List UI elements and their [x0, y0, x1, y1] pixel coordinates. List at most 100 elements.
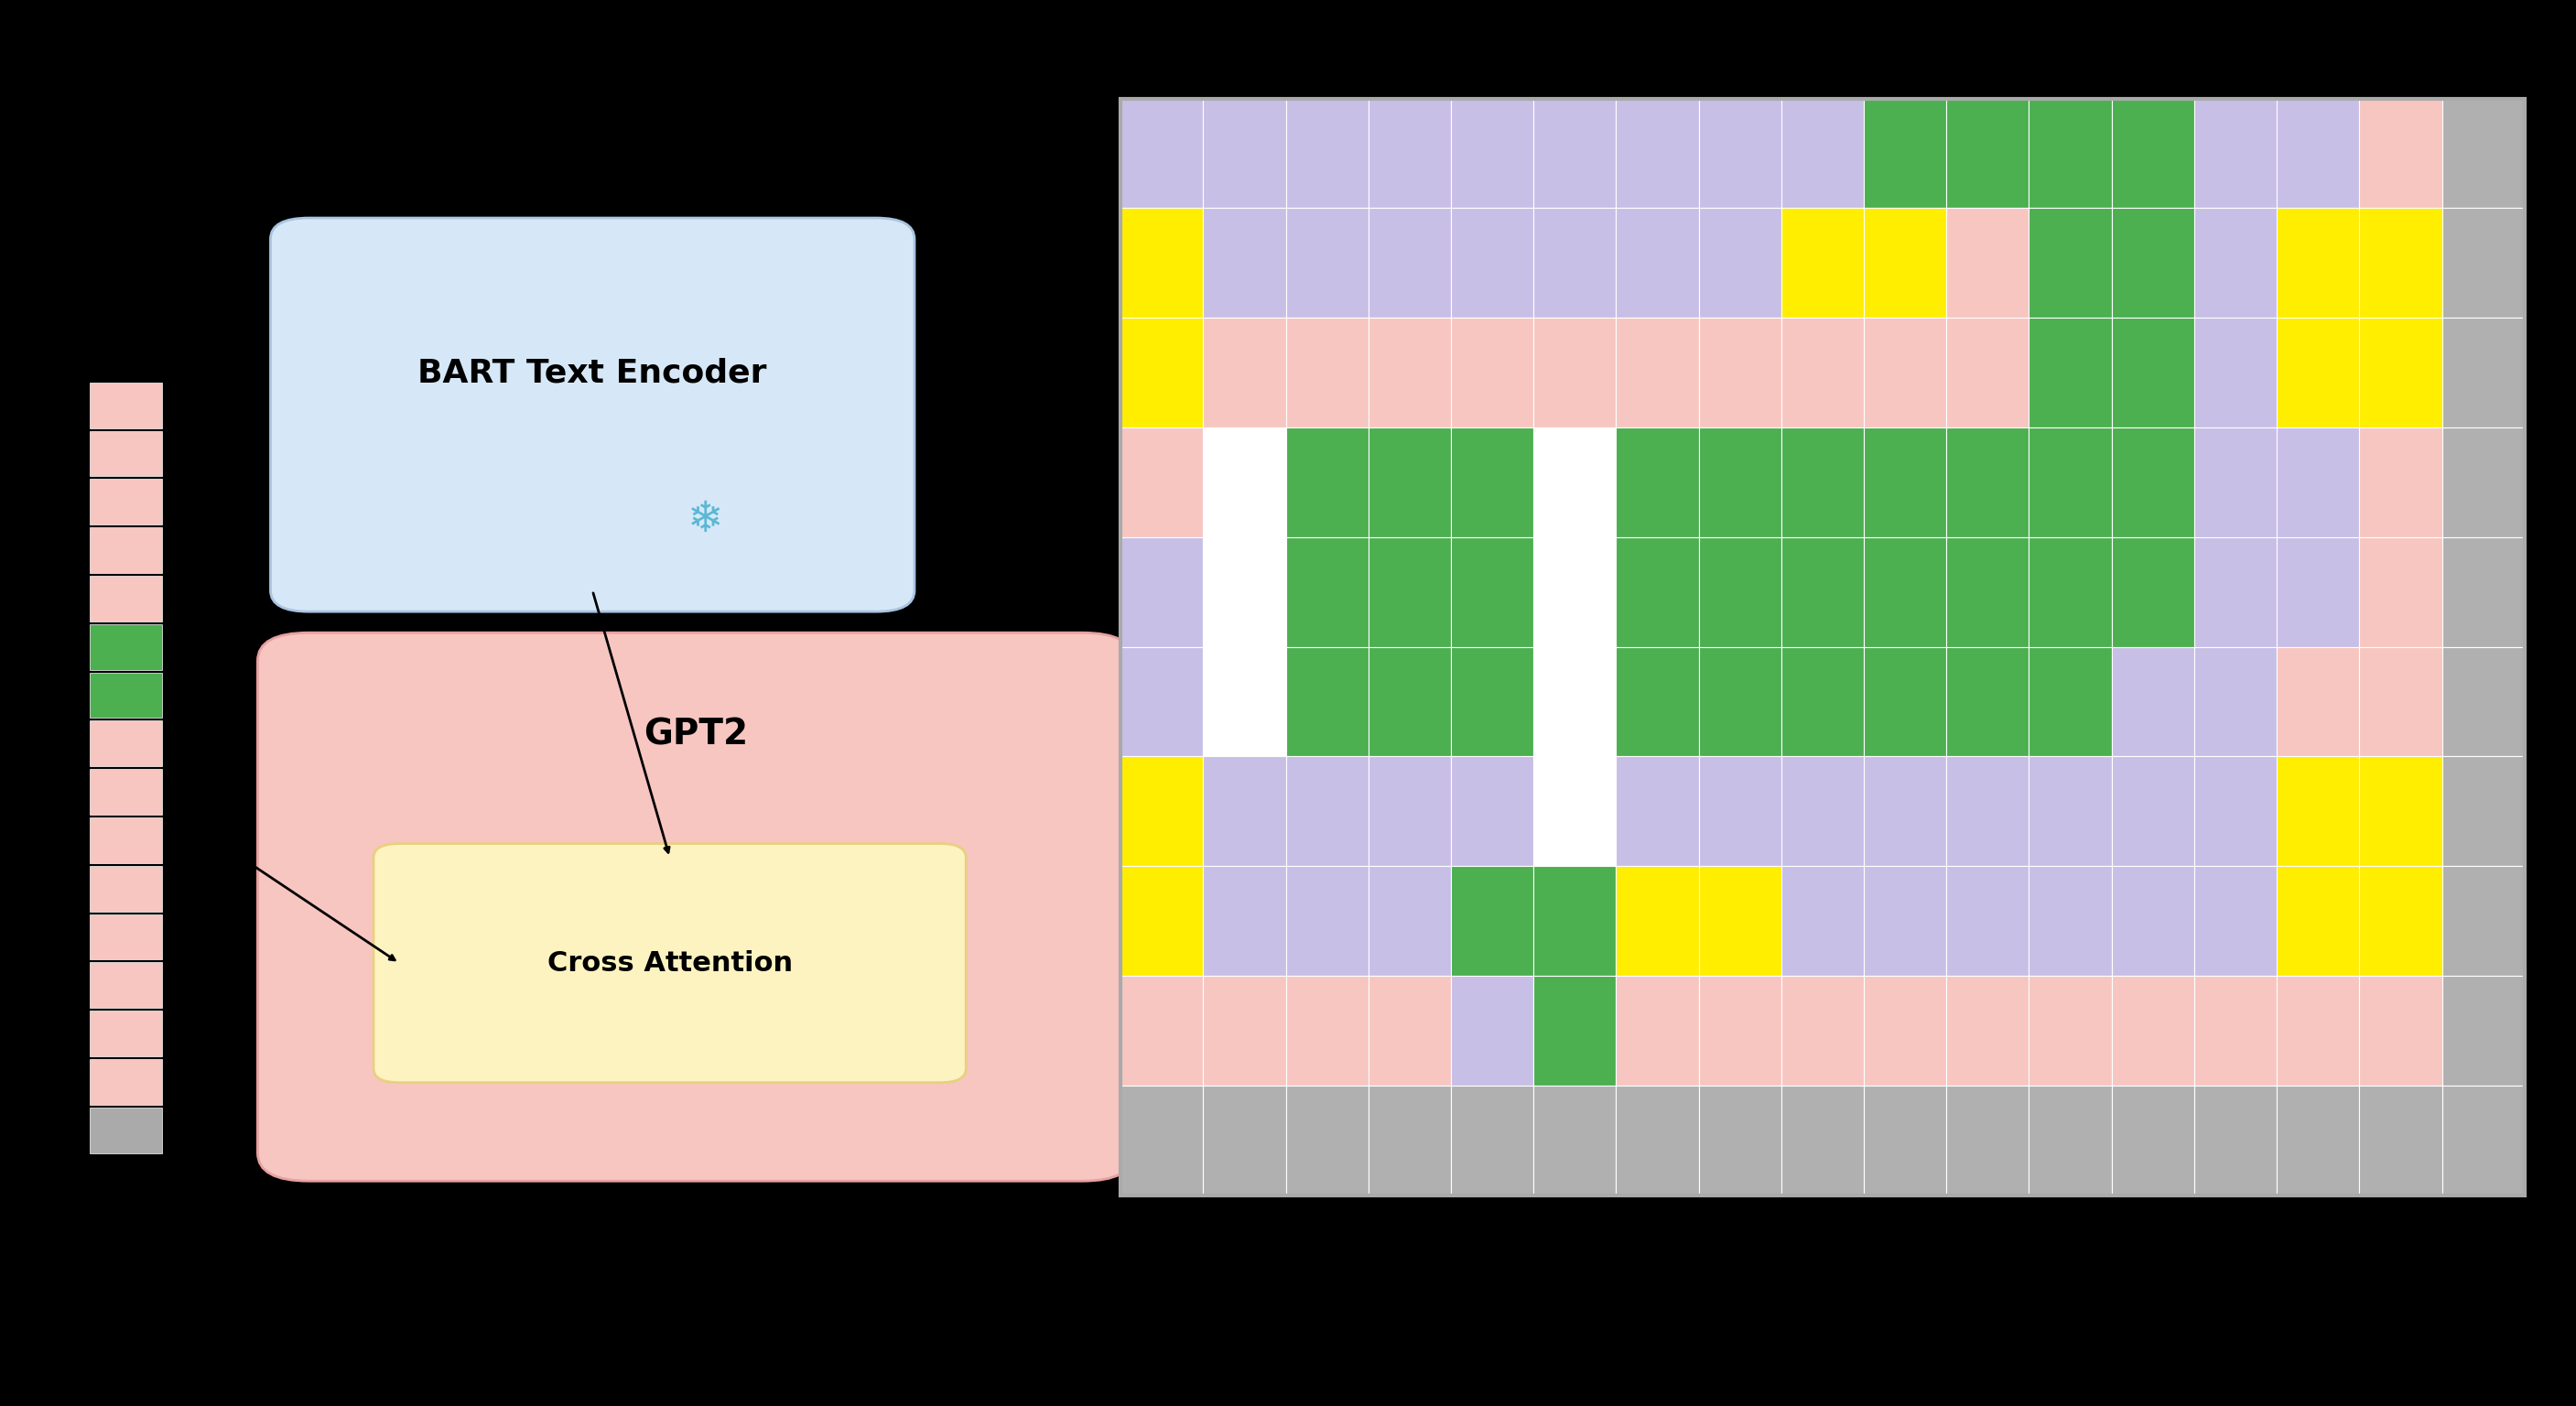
Bar: [2277, 427, 2360, 537]
FancyBboxPatch shape: [374, 844, 966, 1083]
Bar: [1615, 647, 1698, 756]
Bar: [1865, 756, 1947, 866]
Bar: [2030, 976, 2112, 1085]
Bar: [1285, 866, 1368, 976]
Bar: [1947, 976, 2030, 1085]
Bar: [2277, 647, 2360, 756]
Bar: [1698, 208, 1780, 318]
FancyBboxPatch shape: [90, 721, 162, 766]
Bar: [1533, 98, 1615, 208]
Bar: [2112, 98, 2195, 208]
Text: Cross Attention: Cross Attention: [546, 950, 793, 976]
Bar: [1698, 427, 1780, 537]
Bar: [2112, 537, 2195, 647]
Bar: [1450, 98, 1533, 208]
Bar: [1865, 976, 1947, 1085]
FancyBboxPatch shape: [258, 633, 1133, 1181]
Bar: [2442, 98, 2524, 208]
Bar: [1780, 1085, 1865, 1195]
Bar: [2442, 208, 2524, 318]
Bar: [1865, 98, 1947, 208]
Bar: [2195, 208, 2277, 318]
Bar: [1615, 208, 1698, 318]
Bar: [1203, 976, 1285, 1085]
Bar: [2112, 208, 2195, 318]
Bar: [1368, 647, 1450, 756]
FancyBboxPatch shape: [90, 963, 162, 1008]
Bar: [1203, 208, 1285, 318]
Bar: [2277, 1085, 2360, 1195]
FancyBboxPatch shape: [90, 382, 162, 427]
Bar: [2442, 976, 2524, 1085]
Bar: [1865, 318, 1947, 427]
Bar: [1780, 208, 1865, 318]
Bar: [1780, 976, 1865, 1085]
Bar: [2112, 318, 2195, 427]
Bar: [2112, 756, 2195, 866]
Bar: [1121, 537, 1203, 647]
Bar: [2030, 647, 2112, 756]
Bar: [1533, 537, 1615, 647]
Bar: [1947, 756, 2030, 866]
Bar: [1203, 98, 1285, 208]
Bar: [1947, 1085, 2030, 1195]
Bar: [1121, 98, 1203, 208]
Bar: [1203, 647, 1285, 756]
Bar: [1121, 1085, 1203, 1195]
Bar: [1780, 537, 1865, 647]
Bar: [1450, 537, 1533, 647]
Bar: [1368, 866, 1450, 976]
Bar: [1285, 647, 1368, 756]
Bar: [2277, 98, 2360, 208]
Bar: [2277, 208, 2360, 318]
Bar: [1615, 976, 1698, 1085]
Bar: [2442, 647, 2524, 756]
FancyBboxPatch shape: [90, 624, 162, 669]
Bar: [2030, 98, 2112, 208]
Text: ❄: ❄: [688, 499, 724, 541]
Bar: [1285, 537, 1368, 647]
Bar: [1698, 318, 1780, 427]
Bar: [1947, 866, 2030, 976]
Bar: [2195, 98, 2277, 208]
Bar: [1285, 98, 1368, 208]
Bar: [2442, 866, 2524, 976]
Bar: [1121, 866, 1203, 976]
FancyBboxPatch shape: [90, 576, 162, 621]
Bar: [1947, 318, 2030, 427]
FancyBboxPatch shape: [90, 769, 162, 814]
Bar: [1698, 976, 1780, 1085]
FancyBboxPatch shape: [90, 527, 162, 574]
Bar: [1865, 537, 1947, 647]
Bar: [2360, 318, 2442, 427]
Bar: [2195, 1085, 2277, 1195]
FancyBboxPatch shape: [90, 914, 162, 960]
Bar: [1285, 976, 1368, 1085]
Bar: [2195, 318, 2277, 427]
Bar: [1698, 1085, 1780, 1195]
Bar: [1203, 866, 1285, 976]
Bar: [1203, 427, 1285, 537]
Bar: [1865, 1085, 1947, 1195]
FancyBboxPatch shape: [90, 672, 162, 718]
Bar: [1450, 427, 1533, 537]
Bar: [2442, 427, 2524, 537]
Bar: [1368, 208, 1450, 318]
Bar: [1368, 537, 1450, 647]
Bar: [2030, 427, 2112, 537]
Bar: [1698, 866, 1780, 976]
Bar: [2030, 756, 2112, 866]
Bar: [1368, 427, 1450, 537]
Bar: [1698, 98, 1780, 208]
FancyBboxPatch shape: [90, 866, 162, 911]
Bar: [1121, 318, 1203, 427]
FancyBboxPatch shape: [90, 479, 162, 524]
Bar: [1368, 318, 1450, 427]
Text: BART Text Encoder: BART Text Encoder: [417, 357, 768, 388]
Bar: [1285, 427, 1368, 537]
Bar: [2442, 318, 2524, 427]
Bar: [2277, 318, 2360, 427]
Bar: [1865, 647, 1947, 756]
Bar: [1533, 647, 1615, 756]
FancyBboxPatch shape: [90, 817, 162, 863]
